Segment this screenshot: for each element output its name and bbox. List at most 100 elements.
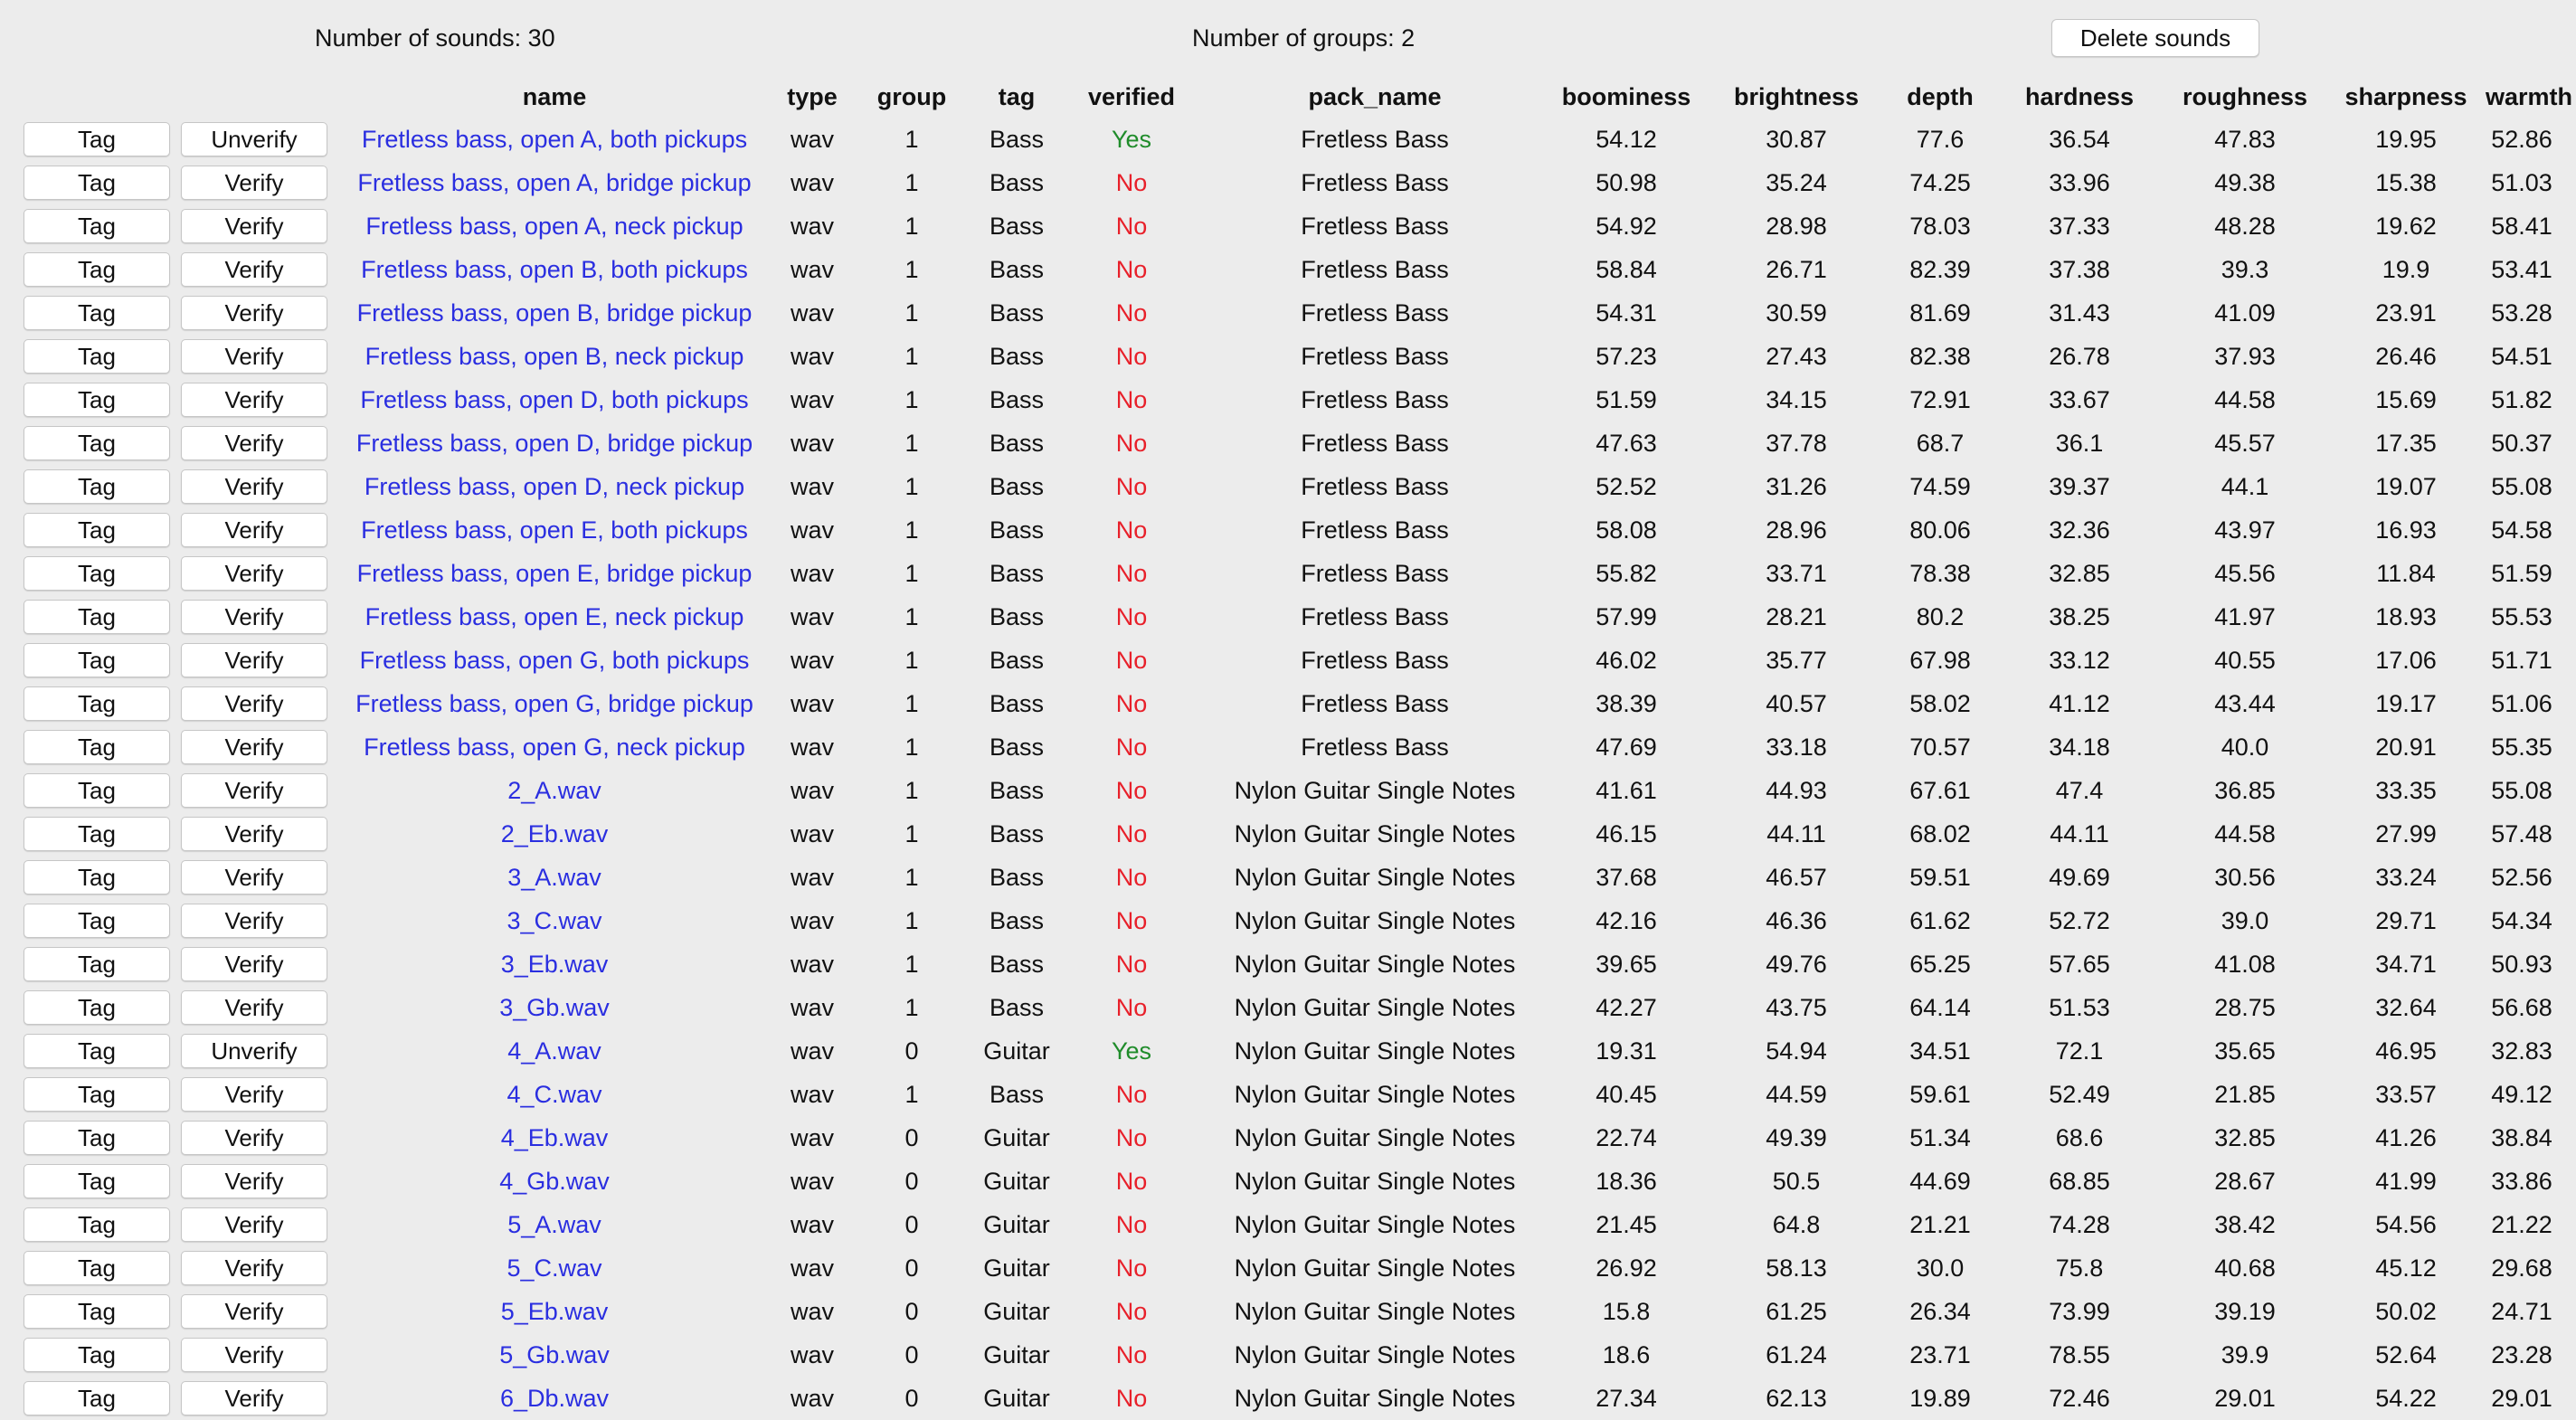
sound-name-link[interactable]: 5_A.wav [507, 1210, 601, 1238]
verify-button[interactable]: Verify [181, 252, 327, 287]
sound-name-link[interactable]: 4_C.wav [507, 1080, 602, 1108]
tag-button[interactable]: Tag [24, 469, 170, 504]
tag-button[interactable]: Tag [24, 252, 170, 287]
sound-name-link[interactable]: Fretless bass, open E, bridge pickup [356, 559, 753, 587]
tag-button[interactable]: Tag [24, 556, 170, 591]
tag-button[interactable]: Tag [24, 600, 170, 634]
verify-button[interactable]: Verify [181, 1294, 327, 1329]
tag-cell: Tag [18, 899, 175, 942]
verify-button[interactable]: Verify [181, 513, 327, 547]
sound-name-link[interactable]: Fretless bass, open G, both pickups [359, 646, 750, 674]
verify-button[interactable]: Verify [181, 209, 327, 243]
verify-button[interactable]: Verify [181, 1164, 327, 1198]
sound-name-link[interactable]: Fretless bass, open A, bridge pickup [357, 168, 752, 196]
sound-name-link[interactable]: 3_Gb.wav [499, 993, 610, 1021]
verify-button[interactable]: Verify [181, 643, 327, 677]
verify-button[interactable]: Verify [181, 1121, 327, 1155]
tag-button[interactable]: Tag [24, 1121, 170, 1155]
verify-button[interactable]: Verify [181, 947, 327, 981]
tag-button[interactable]: Tag [24, 383, 170, 417]
sound-name-link[interactable]: Fretless bass, open D, bridge pickup [355, 429, 753, 457]
tag-cell: Guitar [983, 1340, 1050, 1368]
verify-button[interactable]: Verify [181, 166, 327, 200]
tag-button[interactable]: Tag [24, 1251, 170, 1285]
tag-button[interactable]: Tag [24, 686, 170, 721]
verify-button[interactable]: Verify [181, 730, 327, 764]
tag-button[interactable]: Tag [24, 339, 170, 374]
sound-name-link[interactable]: 5_Gb.wav [499, 1340, 610, 1368]
tag-button[interactable]: Tag [24, 643, 170, 677]
tag-button[interactable]: Tag [24, 1164, 170, 1198]
tag-button[interactable]: Tag [24, 1207, 170, 1242]
tag-button[interactable]: Tag [24, 426, 170, 460]
sound-name-link[interactable]: Fretless bass, open B, both pickups [361, 255, 748, 283]
verify-button[interactable]: Verify [181, 600, 327, 634]
tag-cell: Tag [18, 335, 175, 378]
tag-button[interactable]: Tag [24, 209, 170, 243]
sound-name-link[interactable]: 4_Eb.wav [500, 1123, 609, 1151]
verify-button[interactable]: Verify [181, 686, 327, 721]
verify-button[interactable]: Verify [181, 339, 327, 374]
sound-name-link[interactable]: Fretless bass, open A, both pickups [361, 125, 748, 153]
tag-button[interactable]: Tag [24, 860, 170, 895]
verify-button[interactable]: Verify [181, 383, 327, 417]
tag-button[interactable]: Tag [24, 904, 170, 938]
warmth-cell: 51.59 [2491, 559, 2552, 587]
sound-name-link[interactable]: Fretless bass, open D, neck pickup [364, 472, 745, 500]
tag-button[interactable]: Tag [24, 773, 170, 808]
sound-name-link[interactable]: 5_C.wav [507, 1254, 602, 1282]
tag-button[interactable]: Tag [24, 1338, 170, 1372]
sound-name-link[interactable]: Fretless bass, open B, bridge pickup [356, 298, 753, 327]
sound-name-link[interactable]: 2_Eb.wav [500, 819, 609, 847]
verify-button[interactable]: Verify [181, 296, 327, 330]
tag-cell: Bass [989, 429, 1045, 457]
unverify-button[interactable]: Unverify [181, 122, 327, 156]
sound-name-link[interactable]: 4_Gb.wav [499, 1167, 610, 1195]
sound-name-link[interactable]: 3_A.wav [507, 863, 601, 891]
sound-name-link[interactable]: Fretless bass, open E, neck pickup [365, 602, 744, 630]
verify-button[interactable]: Verify [181, 426, 327, 460]
tag-button[interactable]: Tag [24, 1077, 170, 1112]
tag-button[interactable]: Tag [24, 1294, 170, 1329]
sound-name-link[interactable]: 4_A.wav [507, 1037, 601, 1065]
sound-name-link[interactable]: 2_A.wav [507, 776, 601, 804]
tag-button[interactable]: Tag [24, 817, 170, 851]
verify-button[interactable]: Verify [181, 990, 327, 1025]
sound-name-link[interactable]: Fretless bass, open G, bridge pickup [355, 689, 753, 717]
tag-button[interactable]: Tag [24, 1034, 170, 1068]
verify-button[interactable]: Verify [181, 1251, 327, 1285]
tag-button[interactable]: Tag [24, 990, 170, 1025]
tag-button[interactable]: Tag [24, 166, 170, 200]
tag-button[interactable]: Tag [24, 1381, 170, 1415]
verify-button[interactable]: Verify [181, 556, 327, 591]
tag-button[interactable]: Tag [24, 513, 170, 547]
sound-name-link[interactable]: 3_Eb.wav [500, 950, 609, 978]
tag-button[interactable]: Tag [24, 296, 170, 330]
sound-name-link[interactable]: 3_C.wav [507, 906, 602, 934]
sound-name-link[interactable]: Fretless bass, open B, neck pickup [365, 342, 744, 370]
roughness-cell: 41.09 [2214, 298, 2276, 327]
verify-button[interactable]: Verify [181, 773, 327, 808]
sound-name-link[interactable]: Fretless bass, open D, both pickups [360, 385, 749, 413]
tag-cell: Tag [18, 204, 175, 248]
sound-name-link[interactable]: 6_Db.wav [499, 1384, 610, 1412]
verify-button[interactable]: Verify [181, 817, 327, 851]
unverify-button[interactable]: Unverify [181, 1034, 327, 1068]
tag-button[interactable]: Tag [24, 122, 170, 156]
sound-name-link[interactable]: 5_Eb.wav [500, 1297, 609, 1325]
verify-button[interactable]: Verify [181, 1381, 327, 1415]
sound-name-link[interactable]: Fretless bass, open G, neck pickup [364, 733, 745, 761]
verify-button[interactable]: Verify [181, 860, 327, 895]
pack-name-cell: Nylon Guitar Single Notes [1234, 950, 1516, 978]
verify-button[interactable]: Verify [181, 469, 327, 504]
delete-sounds-button[interactable]: Delete sounds [2051, 19, 2259, 57]
tag-button[interactable]: Tag [24, 730, 170, 764]
verify-button[interactable]: Verify [181, 1077, 327, 1112]
verify-button[interactable]: Verify [181, 1207, 327, 1242]
sound-name-link[interactable]: Fretless bass, open E, both pickups [361, 516, 748, 544]
verify-button[interactable]: Verify [181, 904, 327, 938]
sound-name-link[interactable]: Fretless bass, open A, neck pickup [365, 212, 743, 240]
verify-button[interactable]: Verify [181, 1338, 327, 1372]
group-cell: 0 [904, 1384, 919, 1412]
tag-button[interactable]: Tag [24, 947, 170, 981]
